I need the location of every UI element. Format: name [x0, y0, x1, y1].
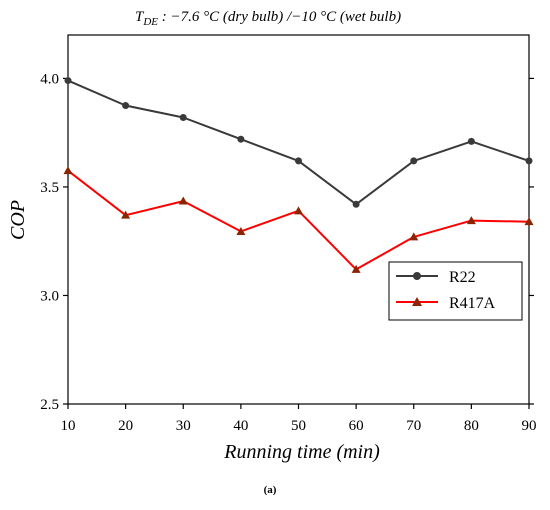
x-tick-label-60: 60	[349, 418, 364, 434]
plot-frame	[67, 34, 530, 405]
point-r22-90	[525, 157, 533, 165]
legend: R22 R417A	[388, 261, 523, 321]
y-axis-title: COP	[7, 200, 29, 240]
x-tick-label-30: 30	[176, 418, 191, 434]
point-r22-20	[122, 102, 130, 110]
point-r417a-30	[178, 196, 188, 205]
x-tick-label-10: 10	[61, 418, 76, 434]
legend-r22-marker	[413, 272, 421, 280]
point-r417a-10	[63, 166, 73, 175]
legend-r417a-marker	[412, 297, 422, 306]
data-series	[63, 77, 534, 273]
x-tick-label-80: 80	[464, 418, 479, 434]
point-r22-40	[237, 135, 245, 143]
legend-r22-label: R22	[449, 269, 476, 286]
point-r22-70	[410, 157, 418, 165]
x-axis-title: Running time (min)	[223, 441, 380, 463]
point-r417a-70	[409, 232, 419, 241]
x-tick-label-40: 40	[233, 418, 248, 434]
series-line-r22	[67, 79, 530, 206]
point-r417a-80	[466, 216, 476, 225]
point-r22-50	[295, 157, 302, 165]
point-r417a-20	[121, 210, 131, 219]
x-tick-label-20: 20	[118, 418, 133, 434]
point-r22-10	[64, 77, 72, 85]
point-r417a-40	[236, 226, 246, 235]
y-tick-label-4.0: 4.0	[40, 71, 59, 87]
point-r417a-90	[524, 217, 534, 226]
series-line-r417a	[67, 169, 530, 271]
point-r22-60	[352, 200, 360, 208]
y-tick-label-3.5: 3.5	[40, 180, 59, 196]
point-r417a-50	[294, 206, 303, 215]
x-tick-label-70: 70	[406, 418, 421, 434]
x-tick-label-90: 90	[522, 418, 537, 434]
point-r22-80	[467, 137, 475, 145]
figure-caption: (a)	[264, 484, 277, 496]
legend-box	[388, 261, 523, 321]
point-r417a-60	[351, 264, 361, 273]
x-tick-label-50: 50	[291, 418, 306, 434]
y-tick-label-2.5: 2.5	[40, 397, 59, 413]
legend-r417a-label: R417A	[449, 295, 496, 312]
y-tick-label-3.0: 3.0	[40, 288, 59, 304]
chart-title: TDE : −7.6 °C (dry bulb) /−10 °C (wet bu…	[135, 9, 401, 28]
point-r22-30	[179, 113, 187, 121]
axis-ticks: 10 20 30 40 50 60 70 80 90 2.5 3.0 3.5 4.0	[40, 71, 536, 434]
